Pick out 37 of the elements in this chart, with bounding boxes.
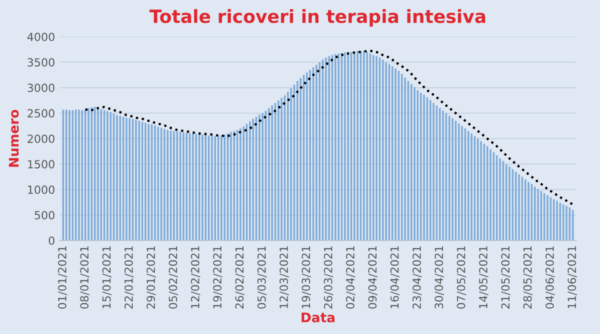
x-tick-label: 22/01/2021 xyxy=(124,246,134,309)
x-tick-label: 19/02/2021 xyxy=(213,246,222,308)
x-axis-title: Data xyxy=(302,312,334,322)
y-axis-title: Numero xyxy=(8,110,19,167)
x-tick-label: 26/02/2021 xyxy=(235,246,245,309)
x-tick-label: 12/03/2021 xyxy=(280,246,289,308)
x-tick-label: 01/01/2021 xyxy=(58,246,68,309)
x-tick-label: 12/02/2021 xyxy=(190,246,200,308)
x-tick-label: 09/04/2021 xyxy=(368,246,378,309)
x-tick-label: 16/04/2021 xyxy=(390,246,400,308)
y-tick-label: 1000 xyxy=(28,186,54,194)
line-series xyxy=(84,50,574,206)
y-tick-label: 0 xyxy=(48,236,54,245)
x-tick-label: 07/05/2021 xyxy=(456,246,466,309)
x-tick-label: 02/04/2021 xyxy=(346,246,356,309)
x-tick-label: 21/05/2021 xyxy=(501,246,510,309)
x-tick-label: 26/03/2021 xyxy=(324,246,334,309)
y-tick-label: 4000 xyxy=(27,32,54,42)
x-tick-label: 14/05/2021 xyxy=(479,246,488,308)
x-tick-label: 15/01/2021 xyxy=(102,246,112,308)
y-tick-label: 2500 xyxy=(28,109,54,118)
x-tick-label: 28/05/2021 xyxy=(523,246,533,309)
x-tick-label: 05/02/2021 xyxy=(168,246,178,309)
y-tick-label: 500 xyxy=(34,210,54,220)
x-tick-label: 04/06/2021 xyxy=(545,246,555,309)
x-tick-label: 11/06/2021 xyxy=(568,246,577,308)
y-tick-label: 3000 xyxy=(28,84,54,92)
y-tick-label: 2000 xyxy=(28,134,54,143)
y-tick-label: 1500 xyxy=(28,160,54,168)
x-tick-label: 23/04/2021 xyxy=(412,246,422,309)
y-tick-label: 3500 xyxy=(28,58,54,67)
x-tick-label: 30/04/2021 xyxy=(434,246,444,309)
chart-title: Totale ricoveri in terapia intesiva xyxy=(150,9,486,27)
x-tick-label: 08/01/2021 xyxy=(80,246,90,309)
x-tick-label: 19/03/2021 xyxy=(302,246,312,308)
x-tick-label: 05/03/2021 xyxy=(257,246,267,309)
x-tick-label: 29/01/2021 xyxy=(146,246,156,309)
